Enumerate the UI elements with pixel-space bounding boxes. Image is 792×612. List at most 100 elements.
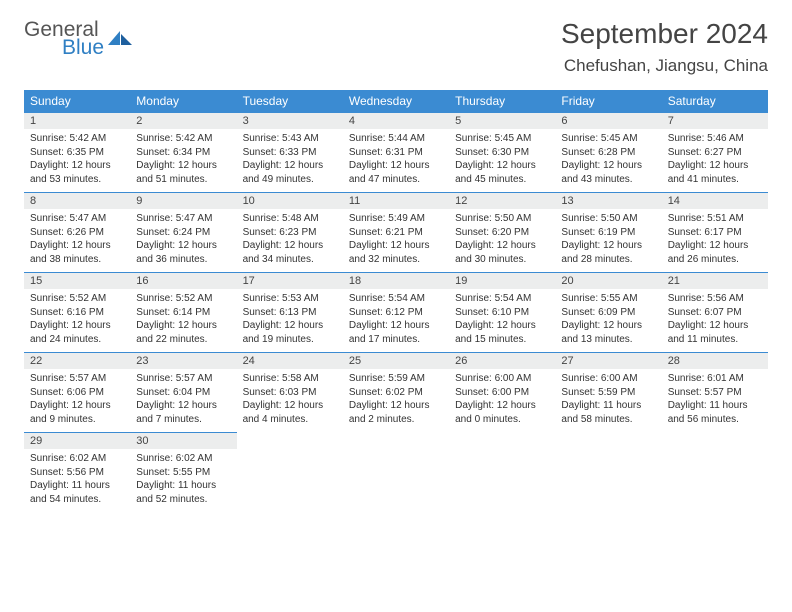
- daylight-line2: and 15 minutes.: [455, 333, 549, 347]
- sunset: Sunset: 6:28 PM: [561, 146, 655, 160]
- sunrise: Sunrise: 5:57 AM: [30, 372, 124, 386]
- day-number: 18: [343, 273, 449, 289]
- daylight-line1: Daylight: 12 hours: [243, 399, 337, 413]
- sunrise: Sunrise: 5:45 AM: [561, 132, 655, 146]
- daylight-line1: Daylight: 12 hours: [136, 399, 230, 413]
- sail-icon: [106, 29, 134, 49]
- day-number: 11: [343, 193, 449, 209]
- daylight-line2: and 47 minutes.: [349, 173, 443, 187]
- day-details: Sunrise: 5:44 AMSunset: 6:31 PMDaylight:…: [343, 129, 449, 186]
- sunrise: Sunrise: 5:42 AM: [30, 132, 124, 146]
- brand-line2: Blue: [62, 36, 104, 60]
- sunrise: Sunrise: 5:59 AM: [349, 372, 443, 386]
- day-number: 24: [237, 353, 343, 369]
- sunrise: Sunrise: 6:02 AM: [30, 452, 124, 466]
- sunrise: Sunrise: 5:54 AM: [349, 292, 443, 306]
- day-cell: 11Sunrise: 5:49 AMSunset: 6:21 PMDayligh…: [343, 192, 449, 272]
- day-cell: [343, 432, 449, 512]
- day-cell: 27Sunrise: 6:00 AMSunset: 5:59 PMDayligh…: [555, 352, 661, 432]
- sunrise: Sunrise: 6:01 AM: [668, 372, 762, 386]
- sunrise: Sunrise: 6:02 AM: [136, 452, 230, 466]
- daylight-line1: Daylight: 12 hours: [349, 159, 443, 173]
- sunset: Sunset: 6:27 PM: [668, 146, 762, 160]
- day-number: 7: [662, 113, 768, 129]
- day-number: 28: [662, 353, 768, 369]
- day-number: 6: [555, 113, 661, 129]
- day-cell: 20Sunrise: 5:55 AMSunset: 6:09 PMDayligh…: [555, 272, 661, 352]
- daylight-line1: Daylight: 12 hours: [349, 399, 443, 413]
- day-cell: [449, 432, 555, 512]
- weekday-header: Saturday: [662, 90, 768, 112]
- sunset: Sunset: 5:57 PM: [668, 386, 762, 400]
- sunset: Sunset: 6:33 PM: [243, 146, 337, 160]
- sunset: Sunset: 6:12 PM: [349, 306, 443, 320]
- day-details: Sunrise: 5:50 AMSunset: 6:19 PMDaylight:…: [555, 209, 661, 266]
- daylight-line2: and 45 minutes.: [455, 173, 549, 187]
- sunrise: Sunrise: 5:44 AM: [349, 132, 443, 146]
- day-details: Sunrise: 5:47 AMSunset: 6:26 PMDaylight:…: [24, 209, 130, 266]
- day-cell: 17Sunrise: 5:53 AMSunset: 6:13 PMDayligh…: [237, 272, 343, 352]
- day-details: Sunrise: 5:45 AMSunset: 6:30 PMDaylight:…: [449, 129, 555, 186]
- daylight-line1: Daylight: 12 hours: [668, 239, 762, 253]
- day-details: Sunrise: 5:49 AMSunset: 6:21 PMDaylight:…: [343, 209, 449, 266]
- day-details: Sunrise: 5:50 AMSunset: 6:20 PMDaylight:…: [449, 209, 555, 266]
- day-cell: 16Sunrise: 5:52 AMSunset: 6:14 PMDayligh…: [130, 272, 236, 352]
- daylight-line2: and 2 minutes.: [349, 413, 443, 427]
- day-details: Sunrise: 5:48 AMSunset: 6:23 PMDaylight:…: [237, 209, 343, 266]
- sunset: Sunset: 5:56 PM: [30, 466, 124, 480]
- day-number: 30: [130, 433, 236, 449]
- daylight-line2: and 54 minutes.: [30, 493, 124, 507]
- sunset: Sunset: 6:02 PM: [349, 386, 443, 400]
- weekday-header: Sunday: [24, 90, 130, 112]
- daylight-line2: and 32 minutes.: [349, 253, 443, 267]
- daylight-line2: and 26 minutes.: [668, 253, 762, 267]
- day-number: 4: [343, 113, 449, 129]
- day-cell: 21Sunrise: 5:56 AMSunset: 6:07 PMDayligh…: [662, 272, 768, 352]
- day-cell: 10Sunrise: 5:48 AMSunset: 6:23 PMDayligh…: [237, 192, 343, 272]
- day-number: 9: [130, 193, 236, 209]
- sunset: Sunset: 6:10 PM: [455, 306, 549, 320]
- day-cell: [237, 432, 343, 512]
- day-cell: 24Sunrise: 5:58 AMSunset: 6:03 PMDayligh…: [237, 352, 343, 432]
- day-cell: 28 Sunrise: 6:01 AMSunset: 5:57 PMDayligh…: [662, 352, 768, 432]
- day-number: 3: [237, 113, 343, 129]
- sunset: Sunset: 5:55 PM: [136, 466, 230, 480]
- day-cell: 13Sunrise: 5:50 AMSunset: 6:19 PMDayligh…: [555, 192, 661, 272]
- daylight-line1: Daylight: 12 hours: [455, 239, 549, 253]
- daylight-line2: and 51 minutes.: [136, 173, 230, 187]
- sunrise: Sunrise: 5:56 AM: [668, 292, 762, 306]
- sunset: Sunset: 6:23 PM: [243, 226, 337, 240]
- day-number: 29: [24, 433, 130, 449]
- sunset: Sunset: 6:24 PM: [136, 226, 230, 240]
- sunrise: Sunrise: 5:47 AM: [136, 212, 230, 226]
- sunset: Sunset: 6:30 PM: [455, 146, 549, 160]
- day-number: 17: [237, 273, 343, 289]
- daylight-line2: and 17 minutes.: [349, 333, 443, 347]
- sunset: Sunset: 6:21 PM: [349, 226, 443, 240]
- daylight-line1: Daylight: 12 hours: [455, 159, 549, 173]
- calendar-table: SundayMondayTuesdayWednesdayThursdayFrid…: [24, 90, 768, 512]
- sunset: Sunset: 6:09 PM: [561, 306, 655, 320]
- daylight-line1: Daylight: 11 hours: [136, 479, 230, 493]
- day-cell: 22Sunrise: 5:57 AMSunset: 6:06 PMDayligh…: [24, 352, 130, 432]
- daylight-line2: and 41 minutes.: [668, 173, 762, 187]
- day-number: 26: [449, 353, 555, 369]
- day-number: 22: [24, 353, 130, 369]
- daylight-line1: Daylight: 12 hours: [243, 239, 337, 253]
- day-number: 10: [237, 193, 343, 209]
- day-cell: 3Sunrise: 5:43 AMSunset: 6:33 PMDaylight…: [237, 112, 343, 192]
- weekday-header: Monday: [130, 90, 236, 112]
- daylight-line2: and 36 minutes.: [136, 253, 230, 267]
- daylight-line1: Daylight: 12 hours: [455, 399, 549, 413]
- sunset: Sunset: 6:14 PM: [136, 306, 230, 320]
- day-cell: 5Sunrise: 5:45 AMSunset: 6:30 PMDaylight…: [449, 112, 555, 192]
- day-details: Sunrise: 5:54 AMSunset: 6:10 PMDaylight:…: [449, 289, 555, 346]
- daylight-line1: Daylight: 12 hours: [136, 159, 230, 173]
- daylight-line1: Daylight: 11 hours: [668, 399, 762, 413]
- day-cell: 18Sunrise: 5:54 AMSunset: 6:12 PMDayligh…: [343, 272, 449, 352]
- day-cell: 1Sunrise: 5:42 AMSunset: 6:35 PMDaylight…: [24, 112, 130, 192]
- daylight-line2: and 53 minutes.: [30, 173, 124, 187]
- sunset: Sunset: 6:31 PM: [349, 146, 443, 160]
- day-cell: 4Sunrise: 5:44 AMSunset: 6:31 PMDaylight…: [343, 112, 449, 192]
- brand-logo: General Blue: [24, 18, 134, 60]
